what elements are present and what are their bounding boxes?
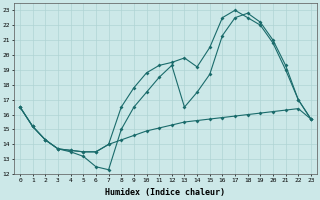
X-axis label: Humidex (Indice chaleur): Humidex (Indice chaleur) <box>106 188 226 197</box>
